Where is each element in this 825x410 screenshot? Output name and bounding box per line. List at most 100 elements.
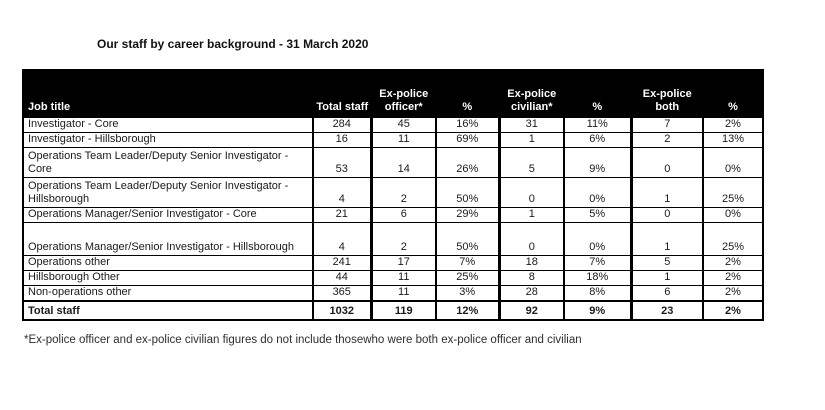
- column-header-civilian-percent: %: [563, 70, 631, 117]
- value-cell: 284: [312, 116, 371, 132]
- value-cell: 26%: [435, 146, 499, 177]
- value-cell: 25%: [702, 221, 763, 255]
- value-cell: 4: [312, 176, 371, 207]
- value-cell: 5: [629, 254, 703, 270]
- value-cell: 17: [369, 254, 436, 270]
- value-cell: 365: [312, 284, 371, 301]
- value-cell: 11: [369, 269, 436, 285]
- total-row-label: Total staff: [23, 299, 313, 320]
- value-cell: 6%: [563, 131, 631, 147]
- value-cell: 7: [629, 116, 703, 132]
- staff-background-table: Job title Total staff Ex-police officer*…: [22, 69, 764, 321]
- value-cell: 5: [497, 146, 564, 177]
- value-cell: 1: [497, 206, 564, 222]
- value-cell: 44: [312, 269, 371, 285]
- job-title-cell: Operations other: [23, 254, 313, 270]
- value-cell: 29%: [435, 206, 499, 222]
- total-civilian-value: 92: [497, 299, 564, 320]
- job-title-cell: Non-operations other: [23, 284, 313, 301]
- value-cell: 0: [629, 206, 703, 222]
- value-cell: 16%: [435, 116, 499, 132]
- value-cell: 1: [629, 269, 703, 285]
- value-cell: 1: [629, 221, 703, 255]
- value-cell: 0: [629, 146, 703, 177]
- value-cell: 18%: [563, 269, 631, 285]
- total-both-value: 23: [629, 299, 703, 320]
- value-cell: 25%: [702, 176, 763, 207]
- column-header-ex-police-both: Ex-police both: [629, 70, 703, 117]
- value-cell: 0%: [563, 176, 631, 207]
- job-title-cell: Operations Team Leader/Deputy Senior Inv…: [23, 176, 313, 207]
- table-row: Hillsborough Other 44 11 25% 8 18% 1 2%: [23, 269, 763, 285]
- value-cell: 0%: [563, 221, 631, 255]
- total-staff-value: 1032: [312, 299, 371, 320]
- column-header-total-staff: Total staff: [312, 70, 371, 117]
- value-cell: 0%: [702, 146, 763, 177]
- value-cell: 1: [629, 176, 703, 207]
- value-cell: 2: [369, 176, 436, 207]
- header-row: Job title Total staff Ex-police officer*…: [23, 70, 763, 117]
- table-row: Operations Team Leader/Deputy Senior Inv…: [23, 176, 763, 207]
- table-row: Operations other 241 17 7% 18 7% 5 2%: [23, 254, 763, 270]
- value-cell: 13%: [702, 131, 763, 147]
- job-title-cell: Investigator - Core: [23, 116, 313, 132]
- value-cell: 28: [497, 284, 564, 301]
- total-civilian-percent: 9%: [563, 299, 631, 320]
- value-cell: 18: [497, 254, 564, 270]
- value-cell: 11: [369, 284, 436, 301]
- value-cell: 14: [369, 146, 436, 177]
- job-title-cell: Operations Manager/Senior Investigator -…: [23, 206, 313, 222]
- total-officer-percent: 12%: [435, 299, 499, 320]
- total-officer-value: 119: [369, 299, 436, 320]
- table-row: Operations Manager/Senior Investigator -…: [23, 206, 763, 222]
- value-cell: 6: [369, 206, 436, 222]
- column-header-ex-police-civilian: Ex-police civilian*: [497, 70, 564, 117]
- value-cell: 16: [312, 131, 371, 147]
- value-cell: 0%: [702, 206, 763, 222]
- value-cell: 25%: [435, 269, 499, 285]
- value-cell: 2%: [702, 254, 763, 270]
- value-cell: 4: [312, 221, 371, 255]
- value-cell: 8: [497, 269, 564, 285]
- column-header-both-percent: %: [702, 70, 763, 117]
- value-cell: 1: [497, 131, 564, 147]
- table-row: Non-operations other 365 11 3% 28 8% 6 2%: [23, 284, 763, 301]
- value-cell: 69%: [435, 131, 499, 147]
- table-row: Investigator - Hillsborough 16 11 69% 1 6% 2 13…: [23, 131, 763, 147]
- table-row: Investigator - Core 284 45 16% 31 11% 7 2%: [23, 116, 763, 132]
- column-header-officer-percent: %: [435, 70, 499, 117]
- job-title-cell: Investigator - Hillsborough: [23, 131, 313, 147]
- job-title-cell: Operations Team Leader/Deputy Senior Inv…: [23, 146, 313, 177]
- value-cell: 31: [497, 116, 564, 132]
- job-title-cell: Operations Manager/Senior Investigator -…: [23, 221, 313, 255]
- table-row: Operations Team Leader/Deputy Senior Inv…: [23, 146, 763, 177]
- column-header-job-title: Job title: [23, 70, 313, 117]
- value-cell: 2%: [702, 284, 763, 301]
- value-cell: 50%: [435, 221, 499, 255]
- value-cell: 45: [369, 116, 436, 132]
- total-both-percent: 2%: [702, 299, 763, 320]
- value-cell: 21: [312, 206, 371, 222]
- value-cell: 9%: [563, 146, 631, 177]
- value-cell: 53: [312, 146, 371, 177]
- value-cell: 5%: [563, 206, 631, 222]
- value-cell: 7%: [563, 254, 631, 270]
- value-cell: 241: [312, 254, 371, 270]
- column-header-ex-police-officer: Ex-police officer*: [369, 70, 436, 117]
- job-title-cell: Hillsborough Other: [23, 269, 313, 285]
- value-cell: 50%: [435, 176, 499, 207]
- value-cell: 11: [369, 131, 436, 147]
- total-row: Total staff 1032 119 12% 92 9% 23 2%: [23, 299, 763, 320]
- table-footer: Total staff 1032 119 12% 92 9% 23 2%: [23, 299, 763, 320]
- table-body: Investigator - Core 284 45 16% 31 11% 7 2% Inves…: [23, 116, 763, 301]
- value-cell: 0: [497, 176, 564, 207]
- value-cell: 2%: [702, 116, 763, 132]
- value-cell: 7%: [435, 254, 499, 270]
- value-cell: 3%: [435, 284, 499, 301]
- value-cell: 2%: [702, 269, 763, 285]
- table-header: Job title Total staff Ex-police officer*…: [23, 70, 763, 117]
- value-cell: 0: [497, 221, 564, 255]
- value-cell: 2: [369, 221, 436, 255]
- value-cell: 2: [629, 131, 703, 147]
- table-row: Operations Manager/Senior Investigator -…: [23, 221, 763, 255]
